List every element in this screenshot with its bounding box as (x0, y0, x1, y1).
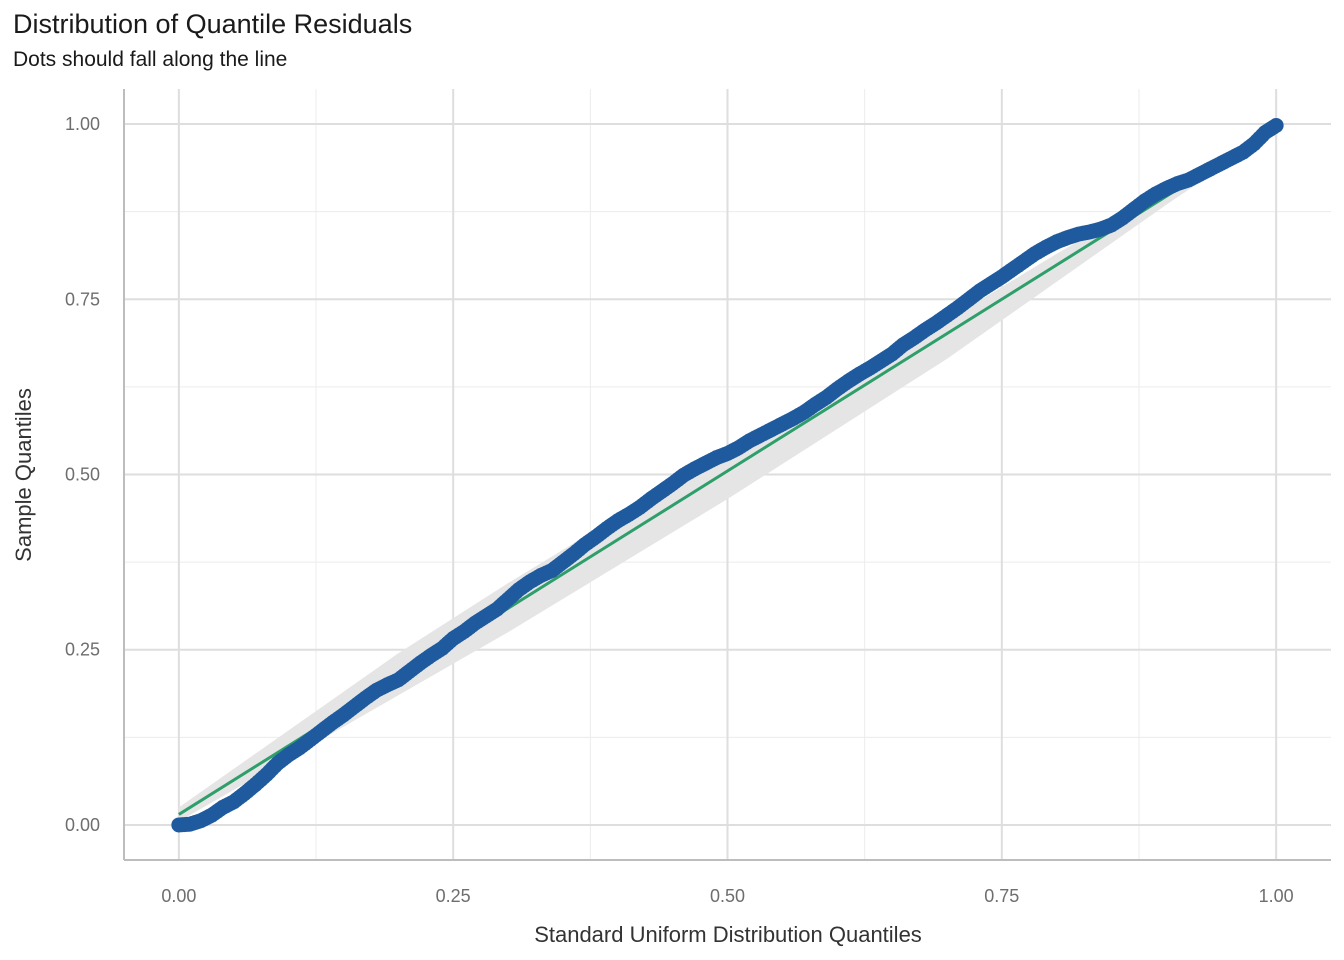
x-tick-label: 0.00 (161, 886, 196, 906)
y-tick-label: 0.75 (65, 289, 100, 309)
x-tick-label: 1.00 (1259, 886, 1294, 906)
tick-labels: 0.00 0.25 0.50 0.75 1.00 0.00 0.25 0.50 0.75 1.00 (65, 114, 1294, 906)
y-tick-label: 0.00 (65, 815, 100, 835)
x-axis-title: Standard Uniform Distribution Quantiles (534, 922, 922, 947)
y-tick-label: 1.00 (65, 114, 100, 134)
chart-subtitle: Dots should fall along the line (13, 48, 288, 71)
points-layer (171, 117, 1284, 833)
axes-layer (123, 89, 1331, 861)
x-tick-label: 0.50 (710, 886, 745, 906)
data-point (1268, 117, 1284, 133)
y-axis-title: Sample Quantiles (11, 388, 36, 562)
y-tick-label: 0.50 (65, 465, 100, 485)
x-tick-label: 0.25 (436, 886, 471, 906)
x-tick-label: 0.75 (984, 886, 1019, 906)
chart-title: Distribution of Quantile Residuals (13, 9, 413, 39)
y-tick-label: 0.25 (65, 640, 100, 660)
